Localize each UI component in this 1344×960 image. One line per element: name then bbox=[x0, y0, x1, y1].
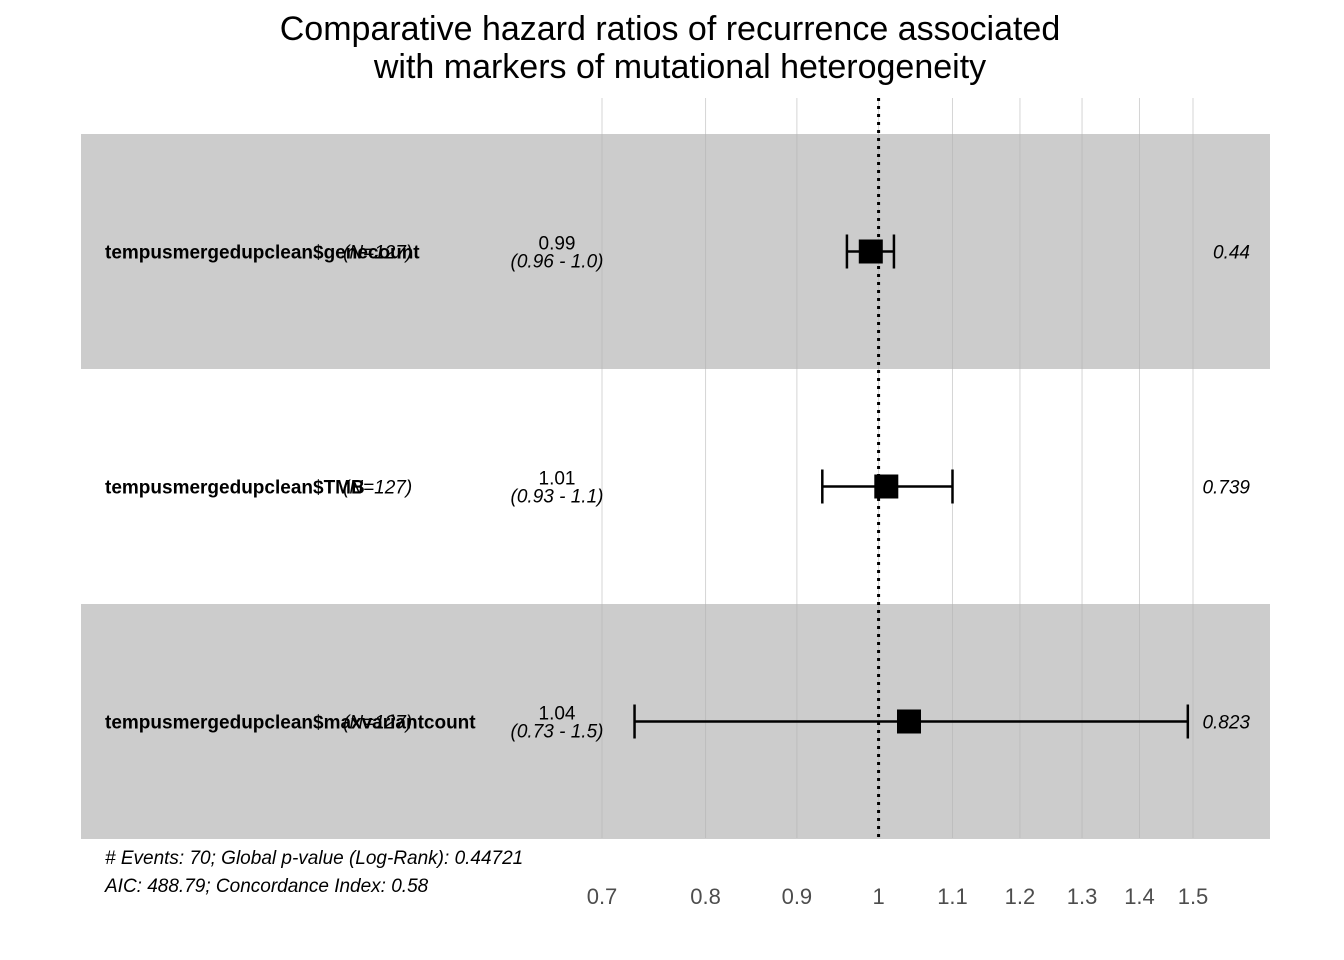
n-label: (N=127) bbox=[343, 243, 412, 264]
x-tick-label: 1.2 bbox=[1005, 884, 1036, 909]
variable-label: tempusmergedupclean$TMB bbox=[105, 478, 365, 499]
hr-value: 0.99 bbox=[539, 234, 576, 255]
x-tick-label: 1 bbox=[872, 884, 884, 909]
variable-label: tempusmergedupclean$maxvariantcount bbox=[105, 713, 476, 734]
row-band bbox=[81, 134, 1270, 369]
x-tick-label: 1.1 bbox=[937, 884, 968, 909]
row-labels: tempusmergedupclean$genecount(N=127) 0.99… bbox=[105, 234, 1250, 743]
hr-value: 1.01 bbox=[539, 469, 576, 490]
x-axis-ticks: 0.7 0.8 0.9 1 1.1 1.2 1.3 1.4 1.5 bbox=[587, 884, 1209, 909]
x-tick-label: 1.4 bbox=[1124, 884, 1155, 909]
n-label: (N=127) bbox=[343, 713, 412, 734]
x-tick-label: 0.8 bbox=[690, 884, 721, 909]
hr-marker bbox=[874, 474, 899, 499]
ci-whiskers bbox=[633, 234, 1190, 739]
hr-marker bbox=[858, 239, 883, 264]
chart-title-line-2: with markers of mutational heterogeneity bbox=[373, 48, 986, 86]
n-label: (N=127) bbox=[343, 478, 412, 499]
x-tick-label: 0.9 bbox=[782, 884, 813, 909]
chart-title-line-1: Comparative hazard ratios of recurrence … bbox=[280, 10, 1061, 48]
p-value: 0.739 bbox=[1202, 478, 1250, 499]
ci-label: (0.73 - 1.5) bbox=[511, 722, 604, 743]
p-value: 0.44 bbox=[1213, 243, 1250, 264]
variable-label: tempusmergedupclean$genecount bbox=[105, 243, 420, 264]
hr-value: 1.04 bbox=[539, 704, 576, 725]
hr-marker bbox=[896, 709, 921, 734]
hr-markers bbox=[858, 239, 921, 734]
p-value: 0.823 bbox=[1202, 713, 1250, 734]
footnote-aic: AIC: 488.79; Concordance Index: 0.58 bbox=[104, 876, 429, 897]
x-tick-label: 1.5 bbox=[1178, 884, 1209, 909]
ci-label: (0.96 - 1.0) bbox=[511, 252, 604, 273]
ci-label: (0.93 - 1.1) bbox=[511, 487, 604, 508]
x-tick-label: 0.7 bbox=[587, 884, 618, 909]
footnote-events: # Events: 70; Global p-value (Log-Rank):… bbox=[105, 848, 523, 869]
x-tick-label: 1.3 bbox=[1067, 884, 1098, 909]
